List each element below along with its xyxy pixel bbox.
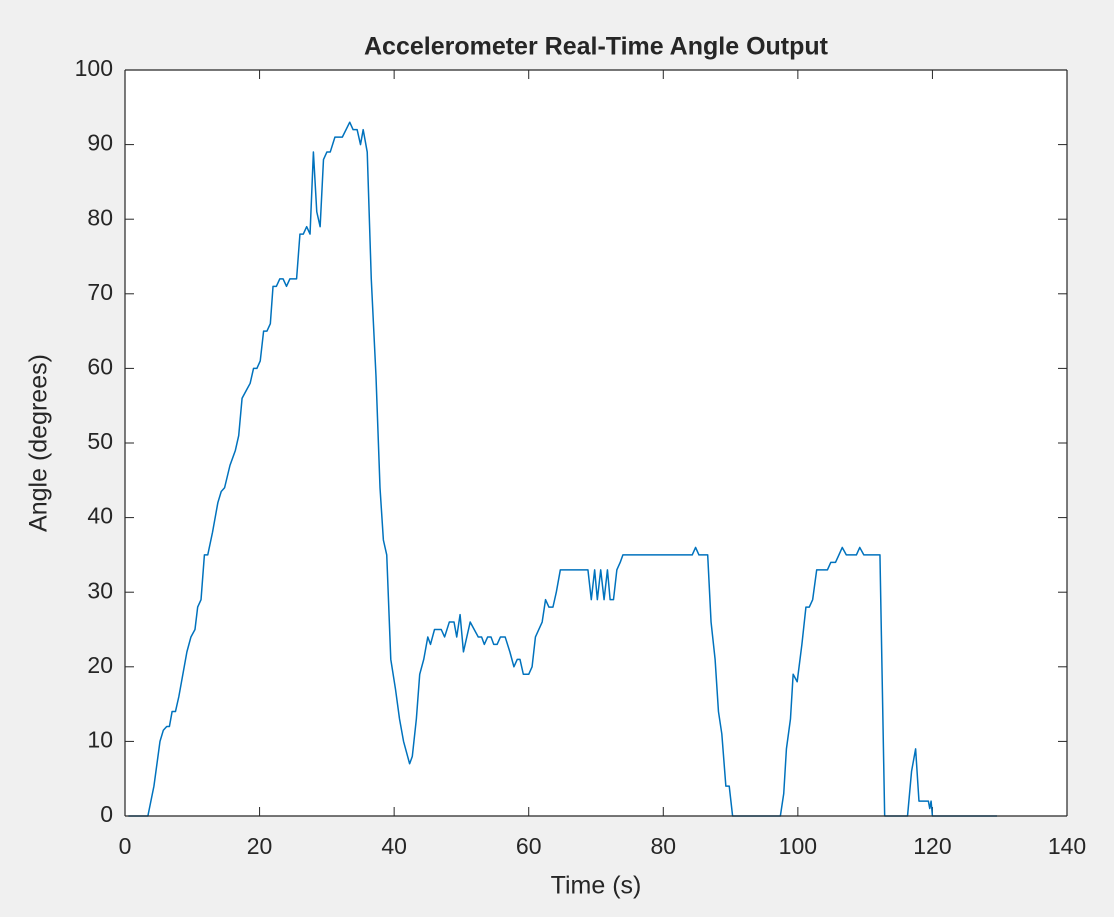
x-tick-label: 20 bbox=[247, 833, 273, 859]
y-tick-label: 50 bbox=[87, 428, 113, 454]
y-tick-label: 80 bbox=[87, 204, 113, 230]
x-tick-label: 40 bbox=[381, 833, 407, 859]
y-tick-label: 90 bbox=[87, 130, 113, 156]
y-tick-label: 100 bbox=[75, 55, 113, 81]
plot-area bbox=[125, 70, 1067, 816]
y-tick-label: 60 bbox=[87, 353, 113, 379]
y-tick-label: 40 bbox=[87, 503, 113, 529]
data-line bbox=[128, 121, 998, 817]
y-tick-label: 70 bbox=[87, 279, 113, 305]
y-tick-label: 30 bbox=[87, 577, 113, 603]
x-tick-label: 0 bbox=[119, 833, 132, 859]
y-tick-label: 0 bbox=[100, 801, 113, 827]
y-tick-label: 20 bbox=[87, 652, 113, 678]
x-tick-label: 60 bbox=[516, 833, 542, 859]
x-tick-label: 140 bbox=[1048, 833, 1086, 859]
y-tick-label: 10 bbox=[87, 726, 113, 752]
x-tick-label: 80 bbox=[650, 833, 676, 859]
x-tick-label: 100 bbox=[779, 833, 817, 859]
x-axis-label: Time (s) bbox=[551, 872, 642, 900]
x-tick-label: 120 bbox=[913, 833, 951, 859]
y-axis-label: Angle (degrees) bbox=[25, 354, 53, 532]
chart-title: Accelerometer Real-Time Angle Output bbox=[364, 33, 829, 61]
